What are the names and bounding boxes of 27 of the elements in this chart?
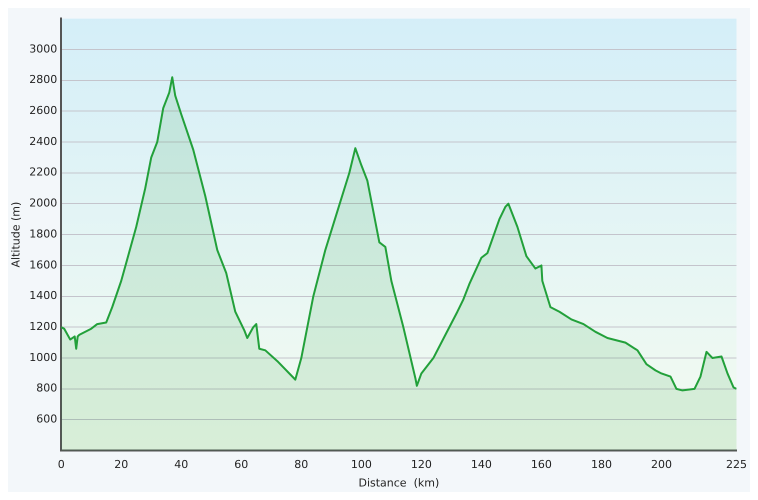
x-tick-label: 20 [114,458,128,472]
y-tick-label: 1800 [29,227,58,240]
x-tick-label: 180 [590,458,612,472]
x-tick-label: 40 [174,458,188,472]
y-tick-label: 800 [36,382,58,395]
y-tick-label: 1000 [29,350,58,364]
x-tick-label: 160 [530,458,552,472]
x-tick-label: 100 [350,458,372,472]
x-tick-label: 225 [726,458,747,472]
x-tick-label: 60 [234,458,248,472]
y-tick-label: 3000 [29,42,58,56]
y-tick-label: 600 [36,412,58,426]
y-tick-label: 2800 [29,73,58,86]
y-tick-label: 2400 [29,134,58,148]
x-tick-label: 200 [650,458,672,472]
y-axis-title: Altitude (m) [9,202,22,268]
y-tick-label: 2000 [29,196,58,210]
x-tick-label: 140 [470,458,492,472]
y-tick-label: 2200 [29,166,58,179]
y-tick-label: 1400 [29,289,58,302]
x-tick-label: 80 [294,458,308,472]
y-tick-label: 1600 [29,258,58,272]
x-axis-title: Distance (km) [358,476,440,490]
x-tick-label: 120 [410,458,432,472]
y-tick-label: 1200 [29,320,58,334]
y-tick-label: 2600 [29,104,58,118]
x-tick-label: 0 [58,458,65,472]
